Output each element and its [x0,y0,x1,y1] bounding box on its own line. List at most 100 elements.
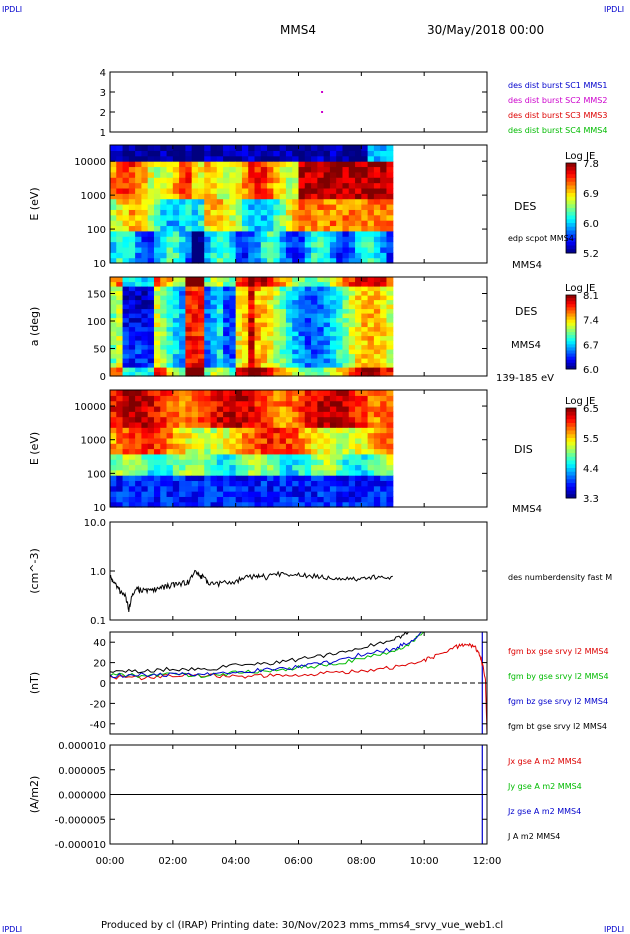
heatmap-cell [223,155,230,162]
heatmap-cell [373,475,381,482]
ytick-label: 2 [100,108,106,119]
heatmap-cell [386,390,394,396]
heatmap-cell [367,358,375,364]
heatmap-cell [160,395,168,402]
heatmap-cell [298,405,306,412]
heatmap-cell [292,349,300,355]
ylabel: (A/m2) [28,776,41,814]
heatmap-cell [336,209,344,216]
heatmap-cell [267,317,274,323]
heatmap-cell [191,421,199,428]
heatmap-cell [336,236,344,243]
heatmap-cell [185,286,193,292]
heatmap-cell [122,453,130,460]
heatmap-cell [122,313,130,319]
heatmap-cell [304,277,312,283]
heatmap-cell [386,344,394,350]
heatmap-cell [355,416,362,423]
heatmap-cell [128,395,136,402]
heatmap-cell [361,459,369,466]
heatmap-cell [248,241,256,248]
heatmap-cell [179,371,186,377]
heatmap-cell [223,214,230,221]
heatmap-cell [342,344,350,350]
heatmap-cell [204,257,212,264]
heatmap-cell [204,390,212,396]
heatmap-cell [355,230,362,237]
heatmap-cell [317,421,325,428]
heatmap-cell [110,480,117,487]
heatmap-cell [204,304,212,310]
heatmap-cell [260,459,268,466]
heatmap-cell [361,204,369,210]
colorbar-cell [566,178,576,183]
heatmap-cell [367,448,375,455]
heatmap-cell [229,187,237,194]
heatmap-cell [386,214,394,221]
heatmap-cell [323,496,331,503]
heatmap-cell [323,349,331,355]
heatmap-cell [110,427,117,434]
heatmap-cell [348,209,356,216]
heatmap-cell [160,304,168,310]
heatmap-cell [210,161,218,168]
heatmap-cell [216,421,224,428]
heatmap-cell [166,367,174,373]
heatmap-cell [141,257,149,264]
heatmap-cell [386,443,394,450]
heatmap-cell [254,421,262,428]
heatmap-cell [273,491,281,497]
heatmap-cell [110,349,117,355]
heatmap-cell [348,308,356,314]
heatmap-cell [229,459,237,466]
heatmap-cell [241,171,249,178]
heatmap-cell [304,304,312,310]
heatmap-cell [160,367,168,373]
heatmap-cell [361,252,369,259]
heatmap-cell [348,395,356,402]
heatmap-cell [166,209,174,216]
heatmap-cell [279,331,287,337]
heatmap-cell [110,257,117,264]
heatmap-cell [254,335,262,341]
heatmap-cell [160,230,168,237]
heatmap-cell [241,367,249,373]
heatmap-cell [235,432,243,439]
heatmap-cell [285,427,293,434]
heatmap-cell [179,308,186,314]
heatmap-cell [380,464,388,471]
heatmap-cell [166,395,174,402]
heatmap-cell [342,326,350,332]
heatmap-cell [248,475,256,482]
heatmap-cell [160,344,168,350]
heatmap-cell [197,485,205,492]
heatmap-cell [147,395,155,402]
heatmap-cell [210,317,218,323]
heatmap-cell [361,432,369,439]
heatmap-cell [323,432,331,439]
heatmap-cell [135,161,143,168]
heatmap-cell [355,187,362,194]
heatmap-cell [367,277,375,283]
heatmap-cell [128,349,136,355]
heatmap-cell [311,155,318,162]
heatmap-cell [292,145,300,151]
heatmap-cell [311,198,318,205]
heatmap-cell [210,485,218,492]
heatmap-cell [122,344,130,350]
heatmap-cell [210,198,218,205]
heatmap-cell [367,443,375,450]
heatmap-cell [380,362,388,368]
heatmap-cell [223,177,230,184]
heatmap-cell [210,432,218,439]
heatmap-cell [160,145,168,151]
heatmap-cell [317,326,325,332]
heatmap-cell [254,295,262,301]
heatmap-cell [166,252,174,259]
heatmap-cell [279,295,287,301]
heatmap-cell [141,281,149,287]
panel-frame [109,521,488,621]
ylabel: (cm^-3) [28,548,41,594]
heatmap-cell [216,299,224,305]
heatmap-cell [235,209,243,216]
